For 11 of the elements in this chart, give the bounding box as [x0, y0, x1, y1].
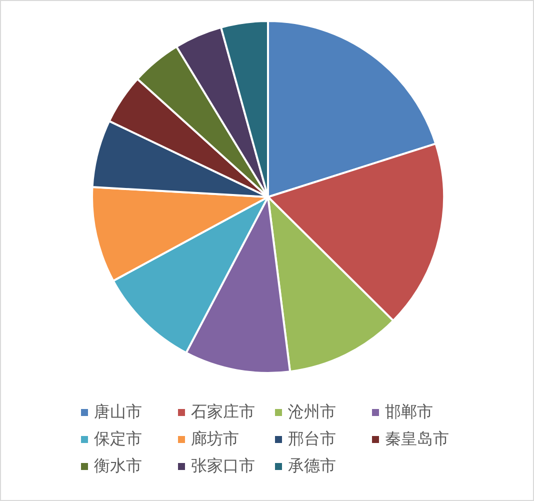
legend-label: 唐山市 — [94, 403, 142, 421]
legend-label: 承德市 — [288, 457, 336, 475]
legend-label: 沧州市 — [288, 403, 336, 421]
legend-label: 廊坊市 — [191, 430, 239, 448]
legend-label: 保定市 — [94, 430, 142, 448]
legend-label: 张家口市 — [191, 457, 255, 475]
legend-label: 石家庄市 — [191, 403, 255, 421]
legend-label: 衡水市 — [94, 457, 142, 475]
legend-label: 秦皇岛市 — [385, 430, 449, 448]
legend-label: 邯郸市 — [385, 403, 433, 421]
legend-label: 邢台市 — [288, 430, 336, 448]
